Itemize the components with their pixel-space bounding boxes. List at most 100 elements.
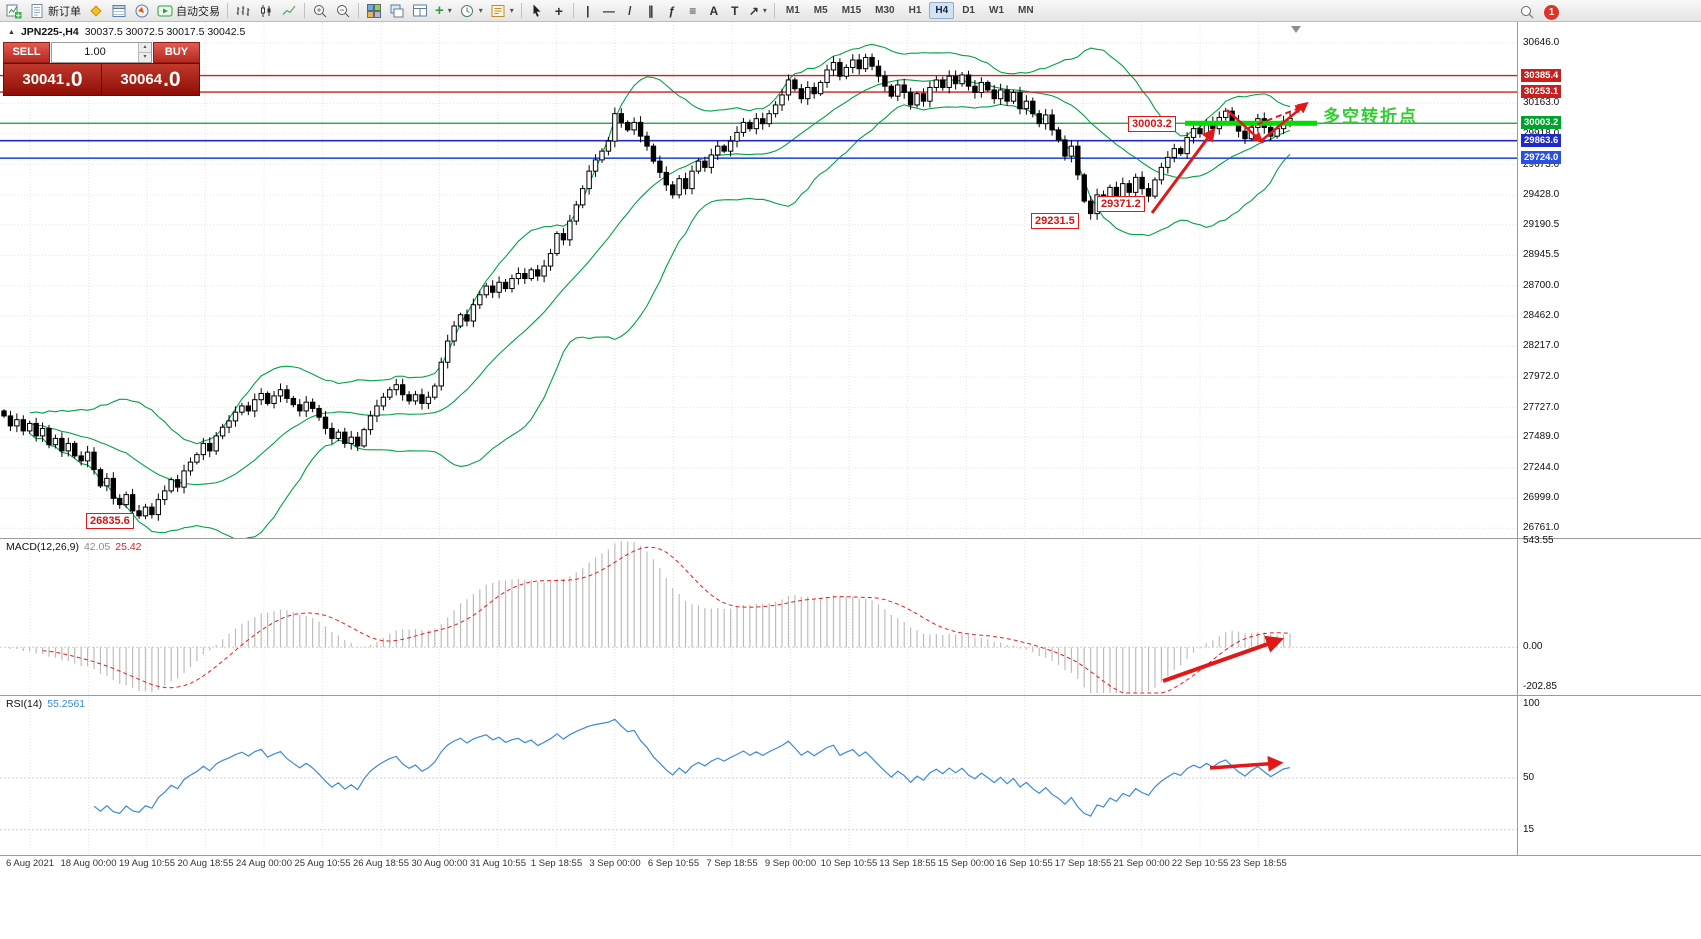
indicators-button[interactable]: + ▾ (432, 1, 455, 21)
toolbar-separator (227, 3, 228, 18)
toolbar-separator (572, 3, 574, 18)
volume-down-button[interactable]: ▾ (139, 53, 151, 62)
arrange-windows-icon (413, 4, 427, 16)
toolbar-separator (520, 3, 522, 18)
toolbar-separator (358, 3, 359, 18)
arrange-windows-button[interactable] (409, 1, 431, 21)
rsi-name: RSI(14) (6, 698, 43, 710)
macd-signal-value: 25.42 (115, 541, 142, 553)
data-window-icon (112, 4, 126, 17)
grid-lines-tool-button[interactable]: ≡ (683, 1, 703, 21)
trade-buttons-row: SELL 1.00 ▴ ▾ BUY (3, 42, 200, 63)
horizontal-line-tool-button[interactable]: — (599, 1, 619, 21)
notification-badge[interactable]: 1 (1544, 4, 1559, 20)
text-tool-button[interactable]: A (704, 1, 724, 21)
navigator-button[interactable] (131, 1, 153, 21)
timeframe-d1-button[interactable]: D1 (962, 5, 975, 16)
timeframe-h1-button[interactable]: H1 (908, 5, 922, 16)
clock-icon (460, 4, 473, 17)
equidistant-channel-tool-button[interactable]: ∥ (641, 1, 661, 21)
timeframe-m5-button[interactable]: M5 (813, 5, 828, 16)
cascade-windows-button[interactable] (386, 1, 408, 21)
line-chart-button[interactable] (278, 1, 300, 21)
tile-windows-button[interactable] (363, 1, 385, 21)
equidistant-channel-tool-icon: ∥ (647, 3, 654, 18)
toolbar-separator (304, 3, 305, 18)
symbol-name: JPN225-,H4 (20, 26, 79, 38)
drawing-tools-group: | — / ∥ ƒ ≡ A T ↗ ▾ (578, 1, 770, 21)
line-chart-icon (282, 5, 296, 15)
zoom-out-button[interactable] (332, 1, 354, 21)
rsi-line (93, 718, 1291, 817)
new-chart-button[interactable] (3, 1, 25, 21)
horizontal-line-tool-icon: — (602, 3, 615, 18)
autotrading-label: 自动交易 (176, 5, 220, 18)
macd-label: MACD(12,26,9) 42.05 25.42 (6, 541, 142, 553)
trendline-tool-button[interactable]: / (620, 1, 640, 21)
volume-up-button[interactable]: ▴ (139, 43, 151, 53)
rsi-label: RSI(14) 55.2561 (6, 698, 85, 710)
support-level-segment[interactable] (1185, 120, 1317, 126)
add-indicator-icon: + (435, 2, 444, 19)
zoom-in-icon (314, 4, 327, 17)
buy-price-main: 30064 (120, 71, 163, 88)
dropdown-caret-icon: ▾ (762, 6, 767, 15)
label-tool-button[interactable]: T (725, 1, 745, 21)
cursor-icon (533, 4, 541, 17)
vertical-line-tool-icon: | (586, 3, 590, 18)
volume-value[interactable]: 1.00 (84, 46, 106, 58)
candlestick-chart-icon (261, 4, 271, 17)
zoom-in-button[interactable] (309, 1, 331, 21)
template-icon (491, 4, 505, 17)
timeframe-m15-button[interactable]: M15 (841, 5, 862, 16)
arrows-tool-icon: ↗ (748, 3, 759, 18)
crosshair-tool-button[interactable]: + (549, 1, 569, 21)
data-window-button[interactable] (108, 1, 130, 21)
tile-windows-icon (367, 3, 381, 18)
crosshair-icon: + (554, 2, 563, 19)
fibonacci-tool-button[interactable]: ƒ (662, 1, 682, 21)
search-icon (1521, 6, 1534, 19)
turning-point-note[interactable]: 多空转折点 (1323, 107, 1418, 126)
autotrading-icon (157, 5, 173, 16)
sell-price-frac: .0 (65, 67, 83, 91)
timeframe-h4-button[interactable]: H4 (929, 2, 955, 19)
grid-lines-tool-icon: ≡ (689, 3, 697, 18)
new-chart-icon (6, 4, 22, 18)
toolbar-right-group: 1 (1516, 2, 1559, 22)
sell-button[interactable]: SELL (3, 42, 50, 63)
zoom-out-icon (337, 4, 350, 17)
arrows-tool-button[interactable]: ↗ ▾ (746, 1, 770, 21)
timeframe-group: M1 M5 M15 M30 H1 H4 D1 W1 MN (779, 2, 1041, 19)
autotrading-button[interactable]: 自动交易 (154, 1, 223, 21)
collapse-trade-panel-icon[interactable]: ▲ (8, 28, 15, 36)
trendline-tool-icon: / (628, 3, 632, 18)
cursor-tool-button[interactable] (526, 1, 548, 21)
timeframe-mn-button[interactable]: MN (1018, 5, 1034, 16)
new-order-label: 新订单 (48, 5, 81, 18)
timeframe-m30-button[interactable]: M30 (875, 5, 895, 16)
toolbar: 新订单 自动交易 (0, 0, 1701, 22)
bar-chart-button[interactable] (232, 1, 254, 21)
volume-stepper[interactable]: 1.00 ▴ ▾ (51, 42, 152, 63)
market-watch-button[interactable] (85, 1, 107, 21)
chart-shift-marker[interactable] (1291, 26, 1301, 33)
macd-name: MACD(12,26,9) (6, 541, 79, 553)
symbol-info-line: ▲ JPN225-,H4 30037.5 30072.5 30017.5 300… (8, 26, 245, 38)
fibonacci-tool-icon: ƒ (668, 3, 676, 18)
buy-price-display[interactable]: 30064 .0 (102, 64, 199, 95)
text-tool-icon: A (709, 3, 719, 18)
periods-button[interactable]: ▾ (456, 1, 486, 21)
candlestick-chart-button[interactable] (255, 1, 277, 21)
timeframe-w1-button[interactable]: W1 (989, 5, 1004, 16)
vertical-line-tool-button[interactable]: | (578, 1, 598, 21)
cascade-windows-icon (390, 4, 404, 17)
candlestick-series (0, 43, 1517, 538)
timeframe-m1-button[interactable]: M1 (785, 5, 800, 16)
templates-button[interactable]: ▾ (487, 1, 517, 21)
sell-price-display[interactable]: 30041 .0 (4, 64, 102, 95)
new-order-button[interactable]: 新订单 (26, 1, 84, 21)
search-button[interactable] (1516, 2, 1538, 22)
buy-button[interactable]: BUY (153, 42, 200, 63)
